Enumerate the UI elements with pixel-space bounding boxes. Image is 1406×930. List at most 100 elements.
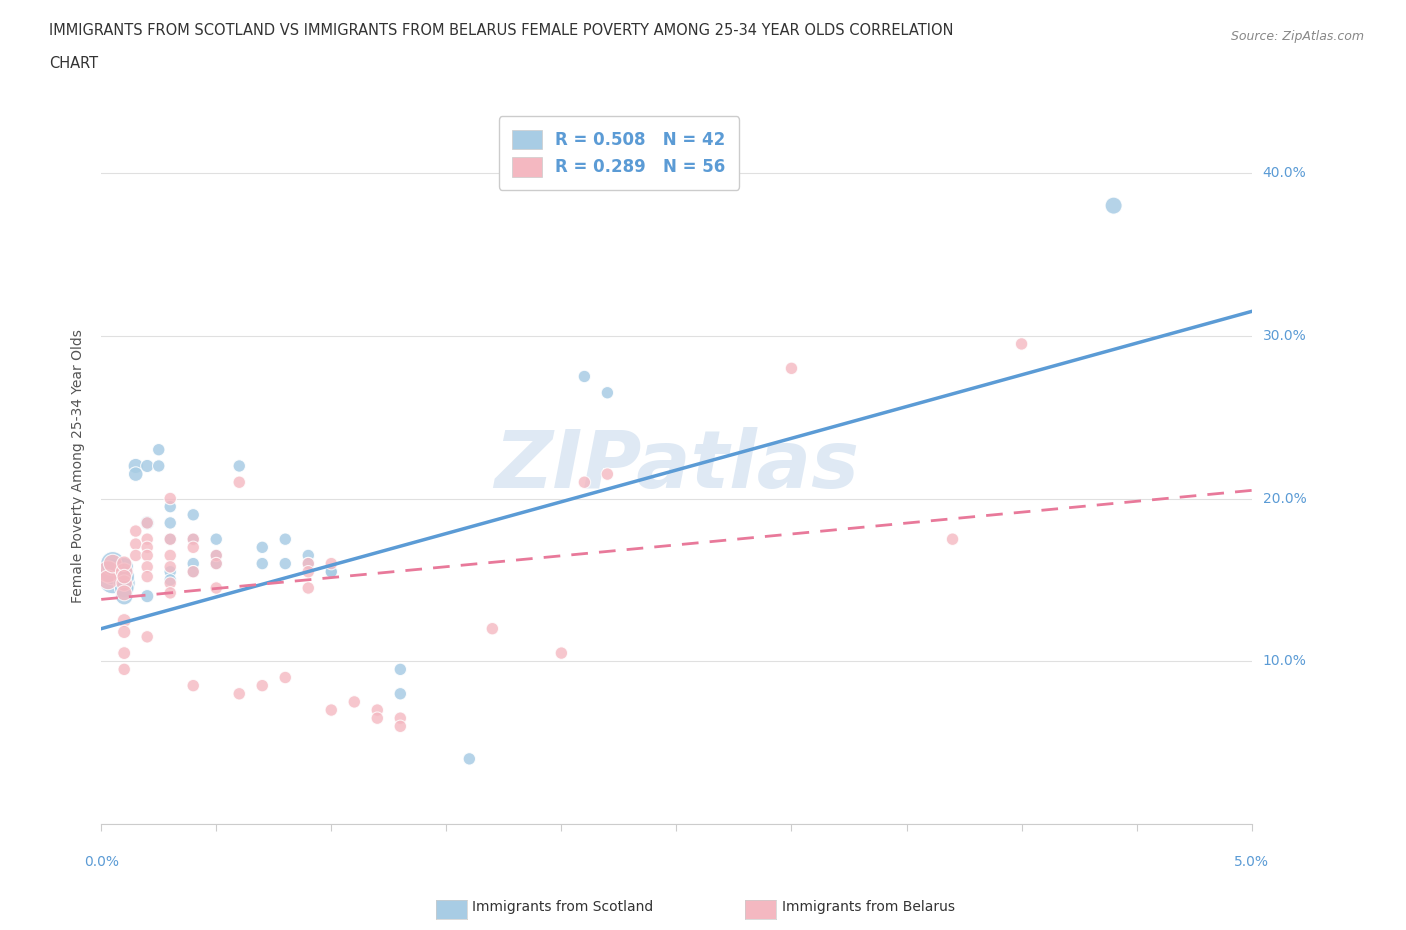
Point: [136, 630, 159, 644]
Point: [101, 565, 124, 579]
Point: [780, 361, 803, 376]
Point: [274, 670, 297, 684]
Point: [205, 532, 228, 547]
Point: [481, 621, 503, 636]
Point: [941, 532, 963, 547]
Point: [297, 556, 319, 571]
Point: [112, 586, 135, 601]
Point: [389, 711, 412, 725]
Point: [252, 556, 274, 571]
Point: [181, 508, 204, 523]
Point: [136, 589, 159, 604]
Point: [1011, 337, 1033, 352]
Point: [148, 443, 170, 458]
Point: [228, 475, 250, 490]
Point: [112, 576, 135, 591]
Point: [205, 580, 228, 595]
Text: IMMIGRANTS FROM SCOTLAND VS IMMIGRANTS FROM BELARUS FEMALE POVERTY AMONG 25-34 Y: IMMIGRANTS FROM SCOTLAND VS IMMIGRANTS F…: [49, 23, 953, 38]
Point: [181, 532, 204, 547]
Point: [159, 532, 181, 547]
Point: [252, 678, 274, 693]
Point: [574, 475, 596, 490]
Point: [136, 515, 159, 530]
Point: [112, 580, 135, 595]
Text: Source: ZipAtlas.com: Source: ZipAtlas.com: [1230, 30, 1364, 43]
Text: 30.0%: 30.0%: [1263, 329, 1306, 343]
Point: [366, 711, 388, 725]
Point: [366, 702, 388, 717]
Point: [159, 548, 181, 563]
Point: [112, 569, 135, 584]
Text: 20.0%: 20.0%: [1263, 492, 1306, 506]
Legend: R = 0.508   N = 42, R = 0.289   N = 56: R = 0.508 N = 42, R = 0.289 N = 56: [499, 116, 740, 190]
Point: [205, 556, 228, 571]
Point: [97, 573, 120, 588]
Point: [159, 491, 181, 506]
Text: 0.0%: 0.0%: [84, 855, 118, 869]
Point: [159, 576, 181, 591]
Point: [321, 556, 343, 571]
Point: [101, 556, 124, 571]
Text: CHART: CHART: [49, 56, 98, 71]
Text: Immigrants from Scotland: Immigrants from Scotland: [472, 899, 654, 914]
Point: [159, 586, 181, 601]
Point: [112, 662, 135, 677]
Point: [125, 467, 148, 482]
Point: [112, 556, 135, 571]
Point: [112, 625, 135, 640]
Point: [274, 556, 297, 571]
Point: [1102, 198, 1125, 213]
Point: [159, 560, 181, 575]
Point: [297, 565, 319, 579]
Point: [136, 548, 159, 563]
Point: [112, 576, 135, 591]
Point: [112, 645, 135, 660]
Point: [596, 467, 619, 482]
Text: 10.0%: 10.0%: [1263, 654, 1306, 669]
Point: [112, 565, 135, 579]
Text: 40.0%: 40.0%: [1263, 166, 1306, 180]
Point: [159, 499, 181, 514]
Point: [136, 458, 159, 473]
Point: [101, 573, 124, 588]
Point: [181, 532, 204, 547]
Point: [125, 548, 148, 563]
Point: [596, 385, 619, 400]
Point: [389, 686, 412, 701]
Point: [112, 569, 135, 584]
Point: [112, 560, 135, 575]
Point: [228, 458, 250, 473]
Point: [274, 532, 297, 547]
Point: [136, 560, 159, 575]
Point: [574, 369, 596, 384]
Point: [136, 515, 159, 530]
Text: ZIPatlas: ZIPatlas: [494, 427, 859, 505]
Point: [297, 580, 319, 595]
Point: [125, 458, 148, 473]
Point: [181, 565, 204, 579]
Point: [148, 458, 170, 473]
Point: [125, 524, 148, 538]
Point: [159, 565, 181, 579]
Text: Immigrants from Belarus: Immigrants from Belarus: [782, 899, 955, 914]
Point: [136, 569, 159, 584]
Point: [228, 686, 250, 701]
Point: [97, 565, 120, 579]
Point: [389, 719, 412, 734]
Point: [125, 537, 148, 551]
Point: [550, 645, 572, 660]
Point: [136, 532, 159, 547]
Point: [321, 565, 343, 579]
Point: [321, 702, 343, 717]
Point: [136, 540, 159, 555]
Point: [297, 556, 319, 571]
Point: [181, 540, 204, 555]
Point: [297, 548, 319, 563]
Point: [181, 556, 204, 571]
Point: [159, 515, 181, 530]
Point: [181, 565, 204, 579]
Point: [389, 662, 412, 677]
Point: [159, 532, 181, 547]
Y-axis label: Female Poverty Among 25-34 Year Olds: Female Poverty Among 25-34 Year Olds: [72, 329, 86, 603]
Point: [205, 548, 228, 563]
